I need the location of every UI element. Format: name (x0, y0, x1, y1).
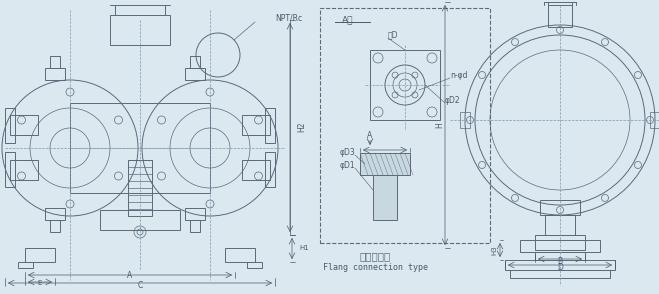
Bar (10, 160, 38, 180)
Text: A: A (127, 271, 132, 280)
Text: φD3: φD3 (339, 148, 355, 156)
Bar (265, 108, 275, 143)
Bar (70, 103, 210, 193)
Bar (460, 112, 470, 128)
Text: Flang connection type: Flang connection type (322, 263, 428, 273)
Bar (18, 262, 33, 268)
Bar (373, 175, 397, 220)
Bar (505, 260, 615, 270)
Text: φD2: φD2 (445, 96, 461, 104)
Bar (190, 220, 200, 232)
Bar (128, 160, 152, 216)
Text: C: C (137, 281, 142, 290)
Bar (535, 235, 585, 250)
Bar (545, 215, 575, 235)
Bar (540, 200, 580, 215)
Bar (242, 115, 270, 135)
Bar (265, 152, 275, 187)
Bar (535, 252, 585, 260)
Bar (110, 15, 170, 45)
Bar (510, 270, 610, 278)
Bar (370, 50, 440, 120)
Text: 法兰式连接: 法兰式连接 (359, 251, 391, 261)
Text: A: A (367, 131, 372, 139)
Bar (225, 248, 255, 262)
Text: H3: H3 (491, 245, 497, 255)
Bar (185, 68, 205, 80)
Bar (360, 153, 410, 175)
Bar (100, 210, 180, 230)
Text: 方D: 方D (388, 31, 399, 39)
Bar (10, 115, 38, 135)
Bar (650, 112, 659, 128)
Bar (25, 248, 55, 262)
Bar (50, 220, 60, 232)
Bar (548, 5, 572, 27)
Text: A向: A向 (342, 16, 354, 24)
Text: H: H (436, 122, 445, 128)
Text: NPT/Rc: NPT/Rc (275, 14, 302, 23)
Text: H2: H2 (297, 122, 306, 132)
Text: φD1: φD1 (339, 161, 355, 170)
Bar (190, 56, 200, 68)
Text: B: B (558, 256, 563, 265)
Text: n-φd: n-φd (450, 71, 467, 79)
Bar (242, 160, 270, 180)
Bar (5, 152, 15, 187)
Bar (520, 240, 600, 252)
Bar (50, 56, 60, 68)
Bar (320, 8, 490, 243)
Bar (185, 208, 205, 220)
Text: D: D (557, 263, 563, 273)
Bar (45, 208, 65, 220)
Text: H1: H1 (299, 245, 309, 251)
Text: E: E (38, 280, 42, 286)
Bar (247, 262, 262, 268)
Bar (5, 108, 15, 143)
Bar (45, 68, 65, 80)
